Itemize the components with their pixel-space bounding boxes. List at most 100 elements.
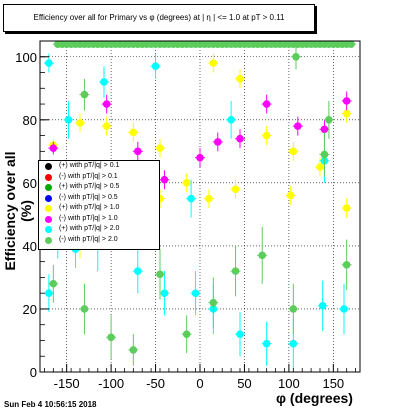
data-point xyxy=(236,330,244,338)
data-point xyxy=(320,125,329,134)
legend: (+) with pT/|q| > 0.1 (-) with pT/|q| > … xyxy=(38,160,160,250)
legend-marker-icon xyxy=(45,236,52,244)
data-point xyxy=(45,59,53,67)
footer-timestamp: Sun Feb 4 10:56:15 2018 xyxy=(4,400,97,409)
legend-label: (+) with pT/|q| > 1.0 xyxy=(59,204,120,211)
y-tick-label: 0 xyxy=(30,365,37,380)
legend-item: (+) with pT/|q| > 0.5 xyxy=(39,182,159,193)
data-point xyxy=(156,270,164,279)
data-point xyxy=(236,75,244,83)
data-point xyxy=(342,97,351,105)
x-tick-label: 100 xyxy=(278,376,300,391)
data-point xyxy=(129,346,138,354)
data-point xyxy=(236,134,244,143)
x-tick-label: -150 xyxy=(54,376,80,391)
legend-label: (-) with pT/|q| > 0.1 xyxy=(59,172,118,180)
data-point xyxy=(286,191,295,200)
data-point xyxy=(64,116,73,124)
y-tick-label: 100 xyxy=(15,50,37,65)
data-point xyxy=(209,59,218,67)
chart-title: Efficiency over all for Primary vs φ (de… xyxy=(3,4,315,32)
legend-label: (-) with pT/|q| > 1.0 xyxy=(59,214,118,222)
data-point xyxy=(316,163,324,171)
data-point xyxy=(205,194,213,203)
legend-item: (-) with pT/|q| > 0.5 xyxy=(39,193,159,204)
legend-marker-icon xyxy=(45,173,52,181)
data-point xyxy=(182,330,191,338)
data-point xyxy=(102,100,111,108)
data-point xyxy=(289,147,298,156)
y-axis-ticks: 0 20 40 60 80 100 xyxy=(15,40,49,380)
legend-label: (+) with pT/|q| > 0.1 xyxy=(59,162,120,169)
data-point xyxy=(325,116,333,124)
data-point xyxy=(133,147,142,156)
data-point xyxy=(231,185,240,193)
data-point xyxy=(187,194,195,203)
data-point xyxy=(342,109,351,118)
y-tick-label: 60 xyxy=(23,176,37,191)
data-point xyxy=(289,339,298,348)
data-point xyxy=(151,62,160,71)
legend-marker-icon xyxy=(45,194,52,202)
data-point xyxy=(227,116,235,124)
x-tick-label: 150 xyxy=(322,376,344,391)
legend-marker-icon xyxy=(45,226,52,233)
data-point xyxy=(160,175,169,184)
data-point xyxy=(213,138,222,146)
data-point xyxy=(191,289,200,297)
y-axis-label: Efficiency over all (%) xyxy=(2,151,34,271)
data-point xyxy=(231,267,240,275)
data-point xyxy=(347,40,355,48)
data-point xyxy=(76,119,84,127)
data-point xyxy=(340,305,348,313)
x-axis-label: φ (degrees) xyxy=(276,390,353,406)
legend-item: (-) with pT/|q| > 1.0 xyxy=(39,214,159,225)
data-point xyxy=(262,131,271,140)
data-point xyxy=(80,305,89,313)
legend-marker-icon xyxy=(45,163,52,170)
data-point xyxy=(156,144,164,152)
legend-item: (-) with pT/|q| > 2.0 xyxy=(39,235,159,246)
data-point xyxy=(102,122,111,130)
y-tick-label: 80 xyxy=(23,113,37,128)
legend-label: (+) with pT/|q| > 2.0 xyxy=(59,225,120,232)
data-point xyxy=(45,289,53,297)
data-point xyxy=(318,302,327,310)
data-point xyxy=(289,305,298,313)
x-tick-label: 50 xyxy=(237,376,251,391)
legend-item: (+) with pT/|q| > 1.0 xyxy=(39,203,159,214)
x-tick-label: -100 xyxy=(98,376,124,391)
data-point xyxy=(342,204,351,212)
data-point xyxy=(182,179,191,187)
data-point xyxy=(196,153,204,162)
data-point xyxy=(160,289,169,297)
legend-item: (+) with pT/|q| > 0.1 xyxy=(39,161,159,172)
legend-marker-icon xyxy=(45,184,52,191)
x-axis-ticks: -150 -100 -50 0 50 100 150 xyxy=(44,364,356,391)
legend-marker-icon xyxy=(45,215,52,223)
legend-label: (-) with pT/|q| > 0.5 xyxy=(59,193,118,201)
data-point xyxy=(80,90,89,99)
data-point xyxy=(100,78,108,86)
data-point xyxy=(209,298,218,307)
legend-label: (-) with pT/|q| > 2.0 xyxy=(59,235,118,243)
x-tick-label: 0 xyxy=(196,376,203,391)
data-point xyxy=(258,251,267,260)
legend-item: (+) with pT/|q| > 2.0 xyxy=(39,224,159,235)
data-point xyxy=(49,279,58,288)
data-point xyxy=(293,122,302,130)
data-point xyxy=(292,52,300,61)
y-tick-label: 40 xyxy=(23,239,37,254)
legend-marker-icon xyxy=(45,205,52,212)
data-point xyxy=(129,128,138,137)
data-point xyxy=(320,150,329,159)
legend-item: (-) with pT/|q| > 0.1 xyxy=(39,172,159,183)
data-point xyxy=(49,144,58,152)
data-point xyxy=(107,333,115,342)
y-tick-label: 20 xyxy=(23,302,37,317)
legend-label: (+) with pT/|q| > 0.5 xyxy=(59,183,120,190)
data-point xyxy=(342,261,351,269)
data-points xyxy=(43,40,357,369)
data-point xyxy=(262,100,271,108)
